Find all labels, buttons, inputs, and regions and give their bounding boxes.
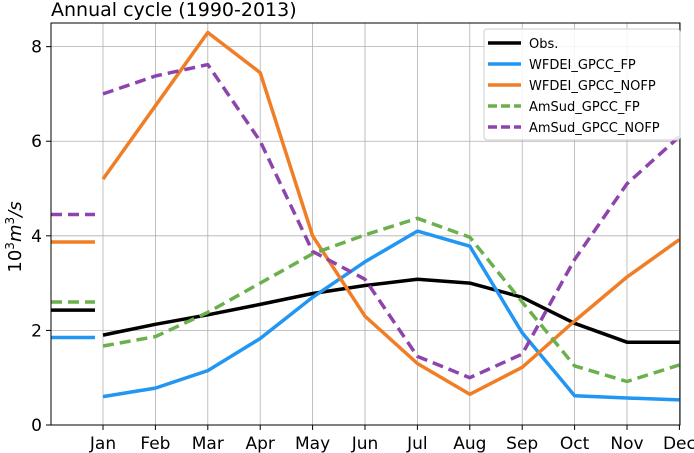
series-line-wfdei-gpcc-fp bbox=[102, 229, 680, 402]
legend-label-obs: Obs. bbox=[529, 37, 558, 52]
x-tick-label: Dec bbox=[663, 434, 694, 453]
series-line-amsud-gpcc-fp bbox=[102, 216, 680, 384]
y-tick-label: 0 bbox=[31, 416, 42, 436]
chart-title: Annual cycle (1990-2013) bbox=[51, 0, 297, 21]
y-axis-ticks: 0 2 4 6 8 bbox=[31, 38, 51, 436]
x-tick-label: Mar bbox=[192, 434, 224, 453]
x-axis-ticks: Jan Feb Mar Apr May Jun Jul Aug Sep Oct Nov Dec bbox=[89, 425, 694, 453]
x-tick-label: Feb bbox=[140, 434, 170, 453]
y-tick-label: 8 bbox=[31, 38, 42, 58]
annual-mean-marks bbox=[51, 212, 95, 340]
y-tick-label: 6 bbox=[31, 132, 42, 152]
x-tick-label: Oct bbox=[560, 434, 590, 453]
x-tick-label: Nov bbox=[610, 434, 643, 453]
series-line-amsud-gpcc-nofp bbox=[102, 62, 681, 380]
x-tick-label: Jan bbox=[89, 434, 116, 453]
x-tick-label: May bbox=[295, 434, 330, 453]
legend-label-amsud-gpcc-fp: AmSud_GPCC_FP bbox=[529, 100, 640, 115]
x-tick-label: Sep bbox=[506, 434, 538, 453]
y-tick-label: 2 bbox=[31, 321, 42, 341]
y-axis-label: 103m3/s bbox=[3, 201, 26, 272]
x-tick-label: Jun bbox=[351, 434, 379, 453]
legend: Obs. WFDEI_GPCC_FP WFDEI_GPCC_NOFP AmSud_GP… bbox=[483, 28, 681, 141]
series-line-wfdei-gpcc-nofp bbox=[101, 30, 681, 397]
series-lines bbox=[101, 30, 681, 402]
legend-label-wfdei-gpcc-nofp: WFDEI_GPCC_NOFP bbox=[529, 79, 656, 94]
y-tick-label: 4 bbox=[31, 227, 42, 247]
legend-label-wfdei-gpcc-fp: WFDEI_GPCC_FP bbox=[529, 58, 636, 73]
x-tick-label: Aug bbox=[453, 434, 486, 453]
legend-label-amsud-gpcc-nofp: AmSud_GPCC_NOFP bbox=[529, 121, 660, 136]
legend-box bbox=[483, 28, 681, 141]
series-line-obs bbox=[102, 277, 680, 344]
x-tick-label: Apr bbox=[245, 434, 274, 453]
x-tick-label: Jul bbox=[406, 434, 428, 453]
